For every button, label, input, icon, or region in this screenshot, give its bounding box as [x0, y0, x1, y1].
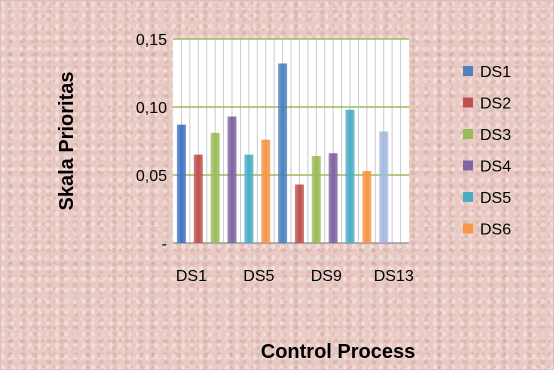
legend-swatch: [463, 160, 473, 171]
legend-swatch: [463, 192, 473, 202]
bar-ds13: [379, 131, 389, 243]
legend-label: DS3: [480, 127, 511, 144]
legend-swatch: [463, 66, 473, 76]
bar-ds12: [362, 170, 372, 243]
bar-ds10: [328, 153, 338, 243]
legend-swatch: [463, 129, 473, 139]
bar-ds5: [244, 154, 254, 243]
legend-swatch: [463, 223, 473, 234]
bar-ds6: [261, 139, 271, 243]
legend-swatch: [463, 97, 473, 108]
legend: DS1 DS2 DS3 DS4 DS5 DS6: [463, 64, 511, 239]
bar-ds4: [227, 116, 237, 243]
y-tick-label: -: [162, 236, 167, 253]
y-tick-label: 0,10: [136, 100, 167, 117]
x-tick-label: DS13: [374, 268, 414, 285]
x-tick-label: DS5: [243, 268, 274, 285]
bar-ds8: [294, 184, 304, 243]
legend-label: DS6: [480, 222, 511, 239]
bar-ds3: [210, 132, 220, 243]
bar-ds11: [345, 109, 355, 243]
y-axis-title: Skala Prioritas: [56, 72, 78, 211]
legend-label: DS1: [480, 64, 511, 81]
plot-background: [173, 39, 409, 243]
x-tick-labels: DS1 DS5 DS9 DS13: [176, 268, 414, 285]
x-axis-title: Control Process: [261, 341, 415, 363]
bar-ds7: [278, 63, 288, 244]
y-tick-label: 0,15: [136, 32, 167, 49]
legend-label: DS4: [480, 159, 511, 176]
bar-ds1: [176, 124, 186, 243]
bar-ds9: [311, 155, 321, 243]
legend-label: DS2: [480, 96, 511, 113]
y-tick-labels: - 0,05 0,10 0,15: [136, 32, 167, 253]
bars-group: [176, 63, 389, 244]
y-tick-label: 0,05: [136, 168, 167, 185]
x-tick-label: DS1: [176, 268, 207, 285]
legend-label: DS5: [480, 190, 511, 207]
x-tick-label: DS9: [311, 268, 342, 285]
bar-ds2: [193, 154, 203, 243]
